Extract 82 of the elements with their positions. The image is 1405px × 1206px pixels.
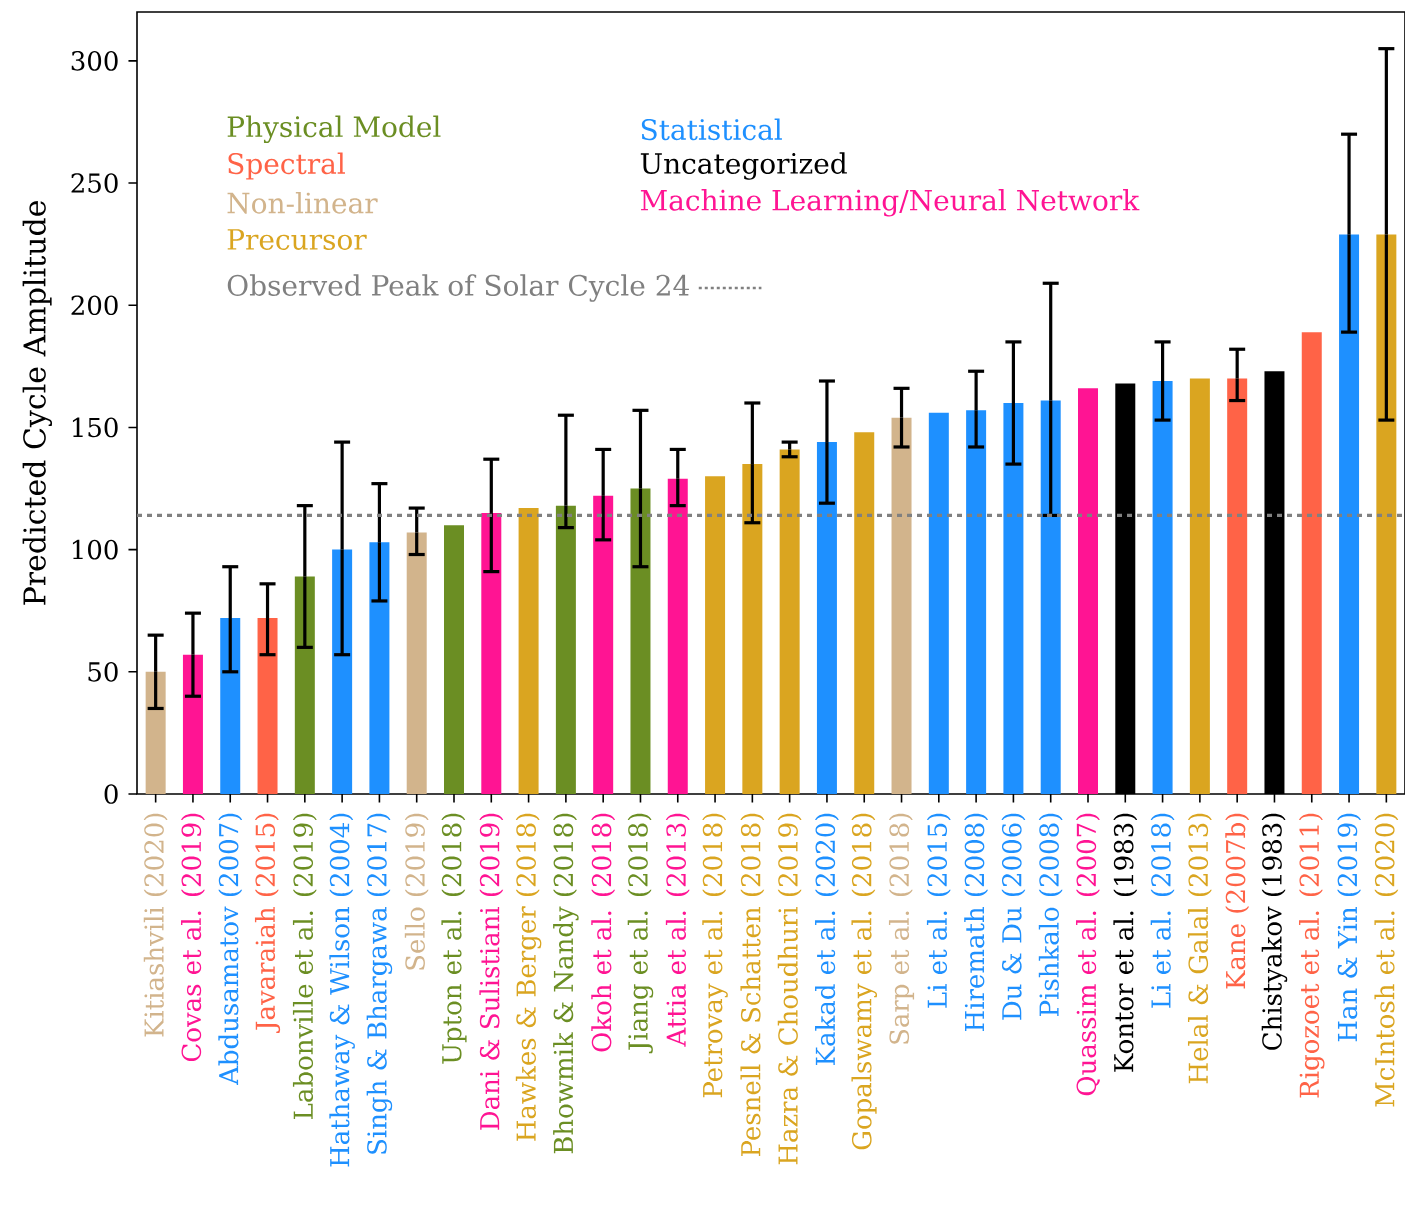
x-tick-label: Singh & Bhargawa (2017) [366,813,393,1154]
bar [854,432,875,794]
bar [1040,400,1061,794]
x-tick-label: Bhowmik & Nandy (2018) [553,813,579,1154]
y-tick-label: 250 [71,173,118,193]
bar [593,495,614,794]
y-axis-title: Predicted Cycle Amplitude [22,201,53,605]
y-tick-label: 200 [71,295,118,316]
bar [1301,332,1322,794]
bar [742,464,763,794]
bar [928,412,949,794]
x-tick-label: Hazra & Choudhuri (2019) [777,813,802,1165]
x-tick-label: Li et al. (2015) [926,813,951,1008]
y-tick-label: 50 [88,661,118,682]
bar [1339,234,1360,794]
x-tick-label: Kontor et al. (1983) [1113,813,1138,1072]
text: Physical Model [227,115,441,144]
x-tick-label: Attia et al. (2013) [665,813,690,1047]
x-tick-label: Upton et al. (2018) [441,813,467,1064]
bar [518,508,539,794]
x-tick-label: Labonville et al. (2019) [292,813,317,1119]
text: Non-linear [227,191,378,214]
text: Statistical [641,118,782,141]
x-tick-label: Okoh et al. (2018) [591,813,616,1052]
bar [1078,388,1098,794]
text: Precursor [227,229,367,250]
x-tick-label: Li et al. (2018) [1150,813,1175,1008]
x-tick-label: Kitiashvili (2020) [143,813,168,1037]
x-tick-label: Petrovay et al. (2018) [702,813,728,1098]
bar [966,410,987,794]
x-tick-label: Sello (2019) [404,813,429,970]
text: Machine Learning/Neural Network [640,189,1140,217]
x-tick-label: Kakad et al. (2020) [815,813,839,1065]
bar [294,576,315,794]
x-tick-label: Helal & Galal (2013) [1187,813,1212,1084]
bar [1003,403,1024,794]
bar [1189,378,1210,794]
x-tick-label: Pesnell & Schatten (2018) [740,813,765,1157]
x-tick-label: Rigozoet et al. (2011) [1298,813,1325,1098]
bar [1152,381,1173,794]
bar [182,654,203,794]
x-tick-label: Quassim et al. (2007) [1076,813,1100,1096]
x-tick-label: Gopalswamy et al. (2018) [851,813,877,1150]
x-tick-label: Javaraiah (2015) [254,813,281,1034]
x-tick-label: Chistyakov (1983) [1261,813,1288,1050]
y-tick-label: 150 [72,417,118,438]
text: Spectral [228,152,345,180]
bar [1376,234,1397,794]
text: Uncategorized [640,152,847,180]
x-tick-label: Dani & Sulistiani (2019) [479,813,504,1130]
x-tick-label: Sarp et al. (2018) [888,813,915,1044]
bar [630,488,651,794]
bar [332,549,353,794]
x-tick-label: Covas et al. (2019) [181,813,205,1062]
bar [481,512,502,794]
bar [1227,378,1248,794]
bar [779,449,800,794]
x-tick-label: Han & Yin (2019) [1337,813,1361,1042]
bar [705,476,726,794]
bar [369,542,390,794]
y-tick-label: 100 [72,539,118,560]
bar [145,671,166,794]
x-tick-label: Hiremath (2008) [964,813,989,1032]
bar [444,525,465,794]
x-tick-label: Hathaway & Wilson (2004) [329,813,355,1167]
y-tick-label: 300 [71,51,118,71]
x-tick-label: Du & Du (2006) [1001,813,1026,1020]
bar [667,478,688,794]
y-tick-label: 0 [104,784,118,804]
bar [555,505,576,794]
bar [406,532,427,794]
x-tick-label: Jiang et al. (2018) [627,813,654,1054]
bar [891,417,912,794]
x-tick-label: Pishkalo (2008) [1038,813,1063,1016]
x-tick-label: McIntosh et al. (2020) [1374,813,1399,1107]
x-tick-label: Hawkes & Berger (2018) [515,813,542,1141]
bar [220,618,241,794]
x-tick-label: Kane (2007b) [1225,813,1250,989]
bar [816,442,837,794]
legend-label: Observed Peak of Solar Cycle 24 [227,274,689,302]
x-tick-label: Abdusamatov (2007) [218,813,243,1086]
bar [257,618,278,794]
